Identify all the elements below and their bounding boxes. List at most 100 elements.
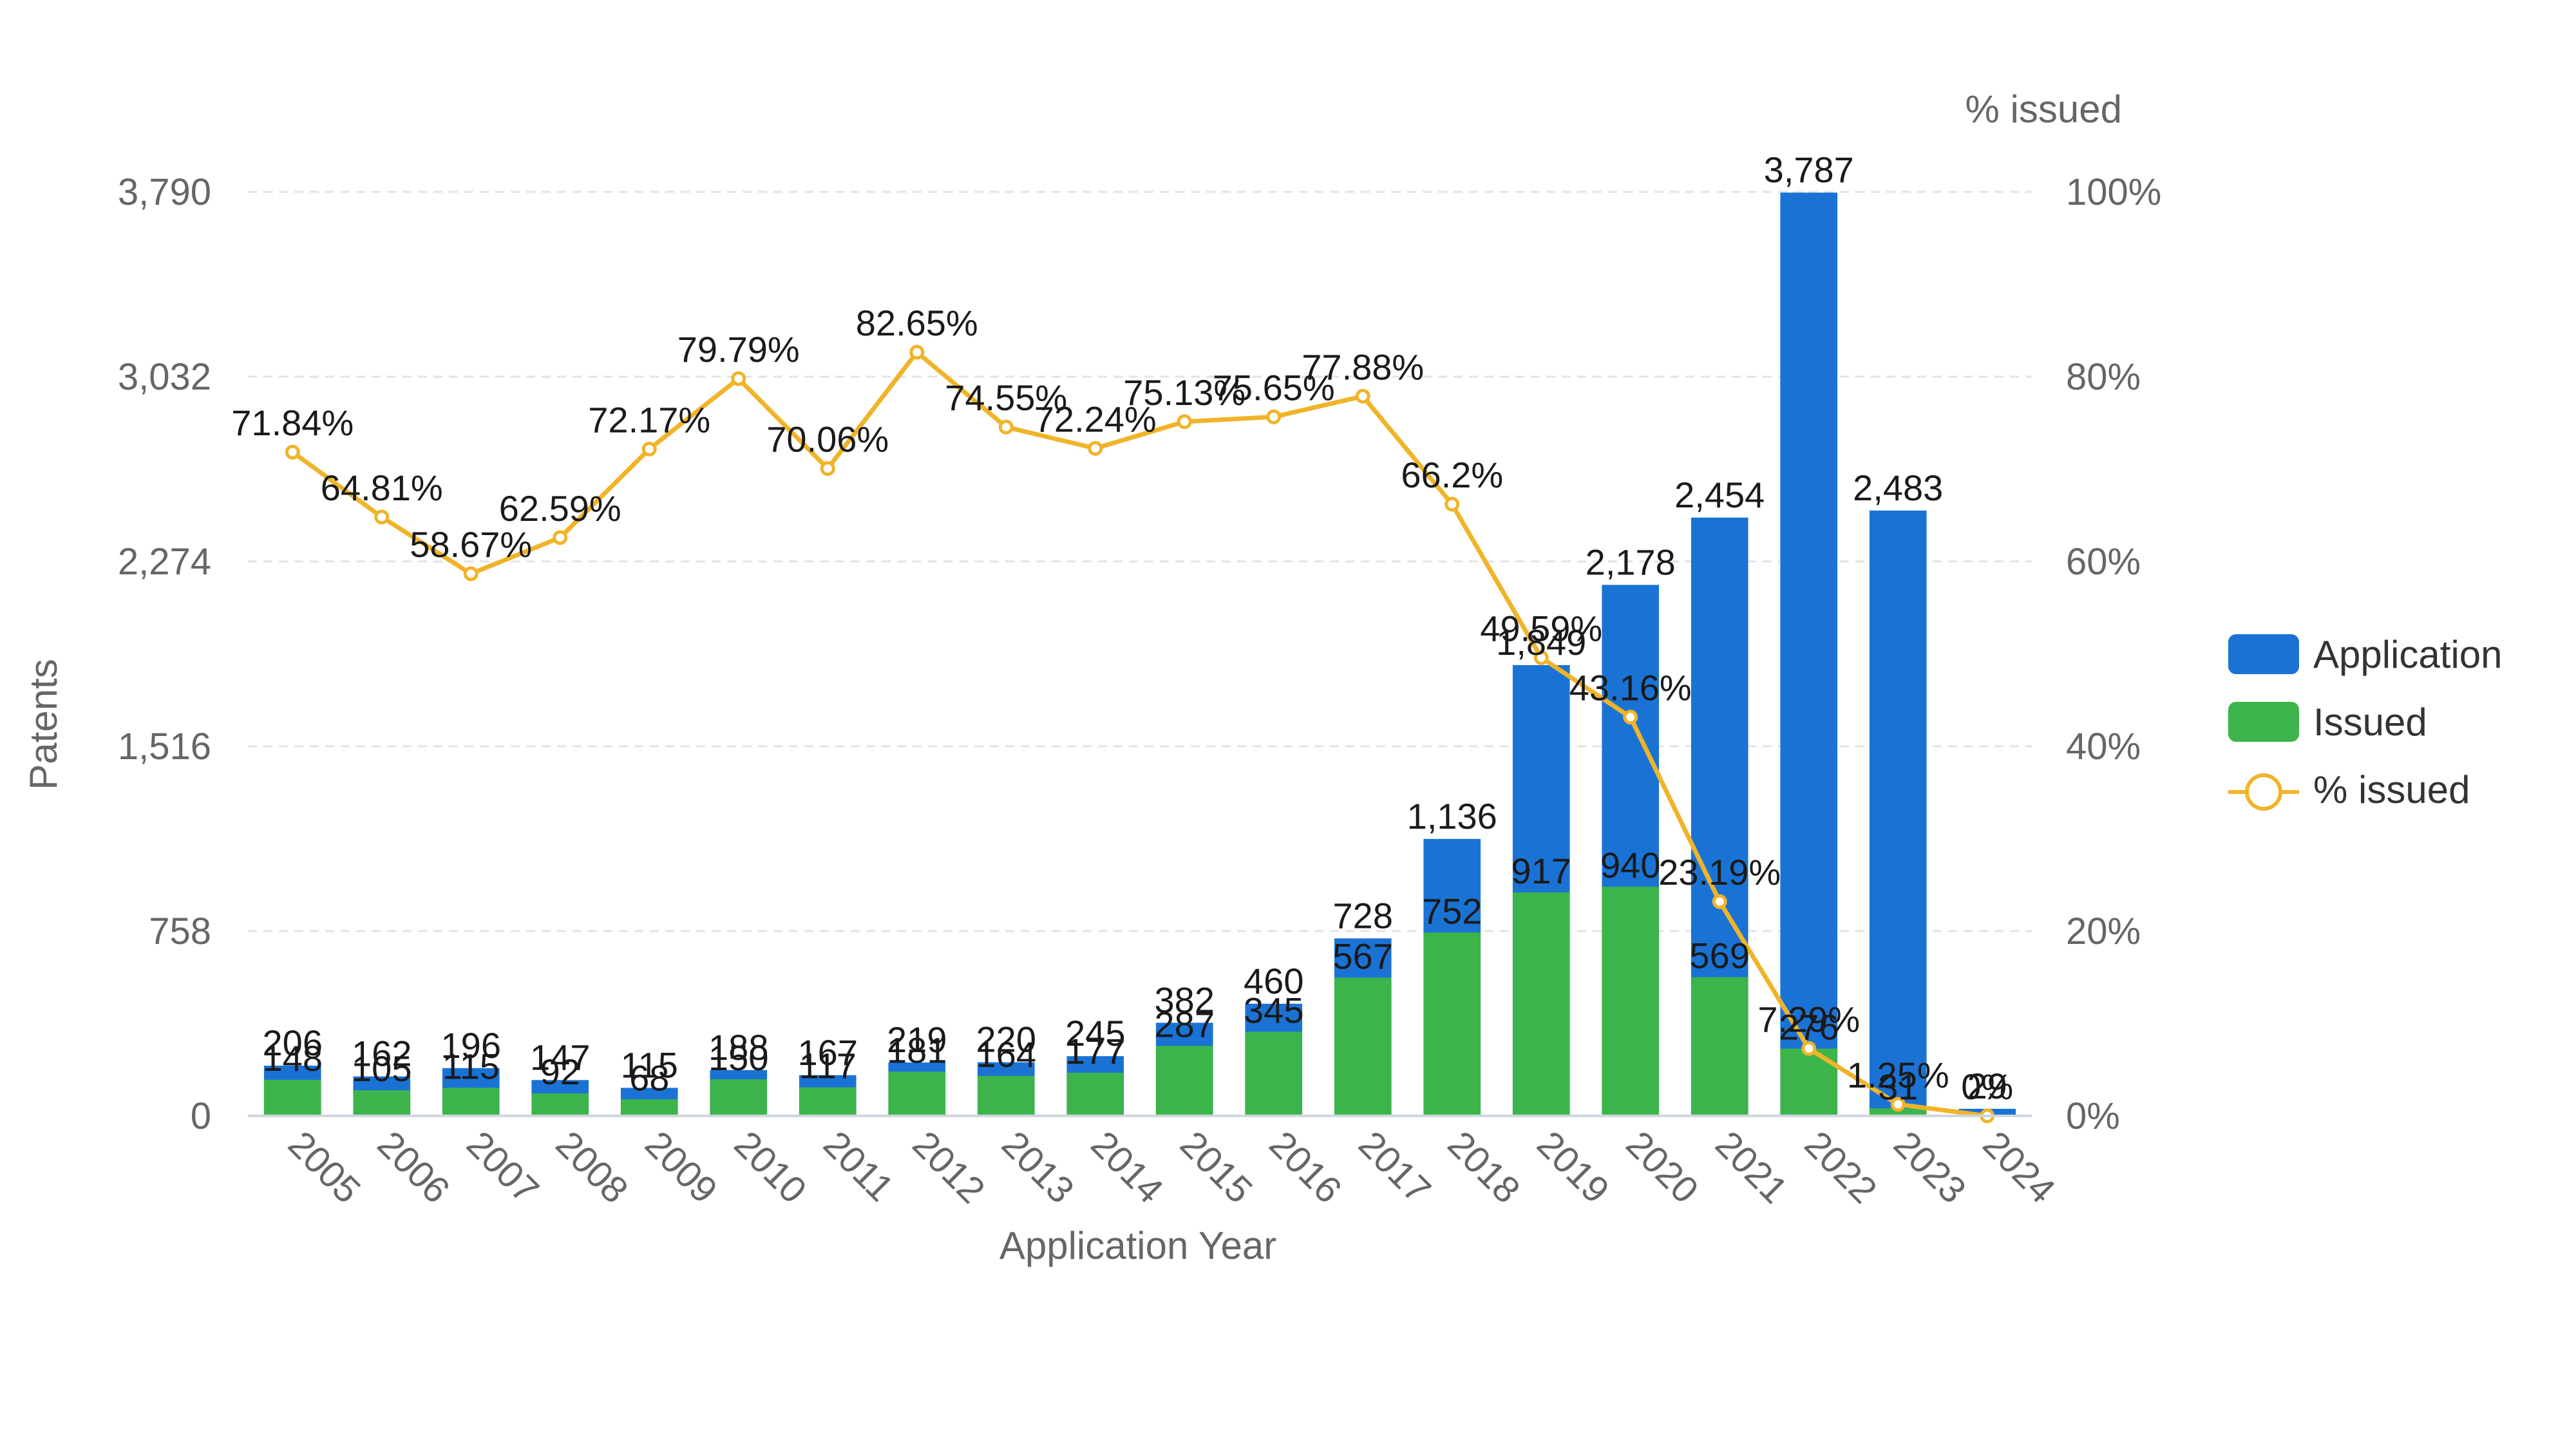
application-value-label: 245 [1065, 1013, 1125, 1053]
percent-issued-marker [553, 530, 568, 545]
application-value-label: 188 [708, 1027, 768, 1068]
application-value-label: 382 [1155, 979, 1215, 1020]
percent-issued-value-label: 72.17% [588, 399, 710, 440]
application-value-label: 1,136 [1407, 796, 1497, 836]
y2-tick-label: 100% [2066, 171, 2161, 213]
percent-issued-value-label: 23.19% [1658, 852, 1781, 892]
y-tick-label: 3,032 [118, 356, 211, 398]
legend: Application Issued % issued [2228, 633, 2503, 811]
issued-value-label: 345 [1244, 990, 1303, 1030]
y-tick-label: 0 [191, 1095, 211, 1137]
bar-issued [1245, 1032, 1303, 1116]
x-axis-title: Application Year [999, 1224, 1276, 1267]
y2-tick-label: 0% [2066, 1095, 2120, 1137]
percent-issued-value-label: 77.88% [1302, 346, 1424, 387]
x-tick-label: 2005 [280, 1123, 368, 1211]
issued-value-label: 569 [1690, 936, 1750, 976]
application-value-label: 147 [530, 1037, 590, 1077]
percent-issued-marker [1177, 414, 1192, 429]
percent-issued-line [285, 344, 1995, 1124]
bar-issued [263, 1079, 321, 1116]
percent-issued-value-label: 79.79% [677, 329, 800, 370]
issued-value-label: 752 [1422, 891, 1482, 931]
bar-issued [531, 1093, 589, 1116]
x-tick-label: 2017 [1350, 1123, 1439, 1211]
issued-value-label: 940 [1600, 845, 1660, 885]
bar-application [1780, 193, 1838, 1117]
bar-issued [1423, 932, 1481, 1116]
legend-label-issued: Issued [2313, 701, 2427, 744]
x-tick-label: 2010 [726, 1123, 815, 1211]
y-tick-label: 2,274 [118, 541, 211, 583]
issued-value-label: 917 [1511, 851, 1571, 891]
percent-issued-marker [1712, 894, 1727, 909]
percent-issued-value-label: 58.67% [410, 524, 532, 565]
issued-value-label: 92 [540, 1051, 580, 1092]
legend-label-application: Application [2313, 633, 2503, 676]
application-value-label: 728 [1333, 895, 1393, 936]
percent-issued-marker [641, 441, 657, 457]
issued-value-label: 115 [442, 1046, 500, 1086]
y2-tick-label: 80% [2066, 356, 2141, 398]
x-tick-label: 2018 [1440, 1123, 1528, 1211]
bar-issued [710, 1079, 768, 1116]
bar-issued [799, 1087, 857, 1116]
issued-value-label: 276 [1779, 1006, 1839, 1047]
percent-issued-value-label: 75.65% [1213, 367, 1335, 408]
legend-item-application[interactable]: Application [2228, 633, 2503, 676]
legend-item-issued[interactable]: Issued [2228, 701, 2427, 744]
application-value-label: 1,849 [1496, 622, 1586, 663]
application-value-label: 460 [1244, 961, 1303, 1001]
x-tick-label: 2014 [1083, 1123, 1171, 1211]
legend-item-percent-issued[interactable]: % issued [2228, 768, 2470, 811]
percent-issued-value-label: 66.2% [1401, 455, 1503, 495]
percent-issued-value-label: 71.84% [231, 402, 354, 443]
x-tick-label: 2019 [1529, 1123, 1617, 1211]
percent-issued-value-label: 49.59% [1480, 608, 1602, 648]
bars [263, 193, 2016, 1117]
x-tick-label: 2020 [1618, 1123, 1707, 1211]
data-labels: 20614871.84%16210564.81%19611558.67%1479… [231, 149, 2013, 1107]
percent-issued-marker [820, 461, 835, 476]
legend-swatch-application [2228, 634, 2299, 674]
y-tick-label: 758 [149, 910, 211, 952]
percent-issued-marker [731, 371, 746, 386]
x-tick-label: 2022 [1797, 1123, 1885, 1211]
x-tick-label: 2021 [1707, 1123, 1795, 1211]
bar-issued [442, 1088, 500, 1116]
y2-tick-label: 60% [2066, 541, 2141, 583]
issued-value-label: 117 [799, 1046, 857, 1086]
percent-issued-marker [285, 444, 300, 460]
percent-issued-marker [1355, 388, 1370, 404]
percent-issued-value-label: 75.13% [1123, 372, 1245, 413]
application-value-label: 2,178 [1586, 542, 1676, 582]
y-tick-label: 3,790 [118, 171, 211, 213]
bar-application [1869, 510, 1927, 1116]
percent-issued-marker [998, 419, 1014, 435]
bar-issued [1512, 892, 1570, 1116]
percent-issued-value-label: 74.55% [945, 377, 1067, 418]
percent-issued-value-label: 62.59% [499, 488, 621, 529]
issued-value-label: 31 [1878, 1066, 1918, 1107]
y2-axis-title: % issued [1965, 88, 2122, 131]
bar-issued [1155, 1046, 1213, 1116]
bar-issued [353, 1090, 411, 1116]
x-tick-label: 2013 [994, 1123, 1082, 1211]
application-value-label: 115 [621, 1044, 678, 1085]
bar-issued [977, 1075, 1035, 1116]
percent-issued-marker [909, 344, 925, 360]
issued-value-label: 105 [352, 1048, 412, 1089]
application-value-label: 162 [352, 1033, 412, 1074]
y-axis-title: Patents [22, 659, 65, 789]
percent-issued-value-label: 82.65% [856, 303, 978, 343]
percent-issued-marker [1088, 440, 1103, 456]
issued-value-label: 287 [1155, 1004, 1215, 1044]
percent-issued-marker [374, 509, 390, 525]
issued-value-label: 68 [629, 1057, 669, 1098]
bar-issued [1602, 887, 1660, 1116]
percent-issued-value-label: 72.24% [1034, 399, 1157, 439]
percent-issued-marker [1890, 1097, 1906, 1112]
issued-value-label: 181 [887, 1030, 947, 1070]
